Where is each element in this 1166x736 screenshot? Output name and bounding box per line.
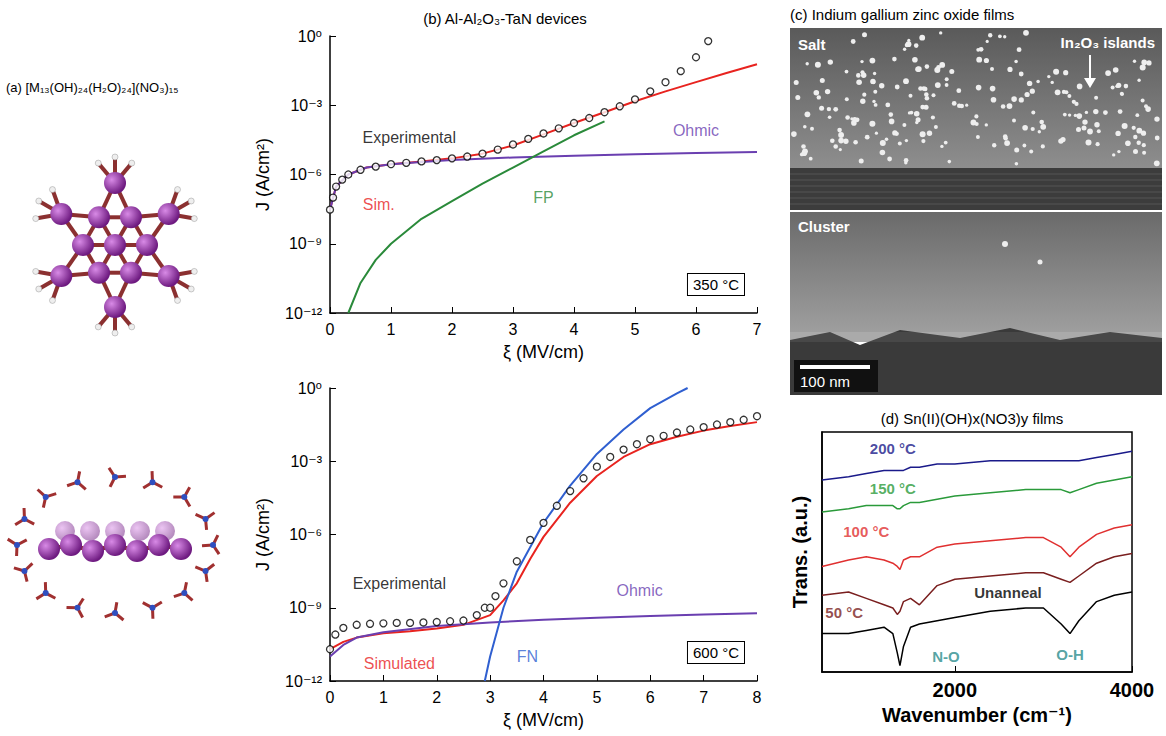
svg-text:FP: FP xyxy=(533,189,553,206)
svg-text:8: 8 xyxy=(753,689,762,706)
svg-text:O-H: O-H xyxy=(1056,646,1084,663)
svg-text:Sim.: Sim. xyxy=(363,196,395,213)
svg-text:200 °C: 200 °C xyxy=(870,440,916,457)
svg-text:Trans. (a.u.): Trans. (a.u.) xyxy=(789,496,811,608)
svg-text:100 nm: 100 nm xyxy=(800,373,850,390)
svg-text:6: 6 xyxy=(646,689,655,706)
svg-text:Experimental: Experimental xyxy=(363,129,456,146)
svg-text:FN: FN xyxy=(517,648,538,665)
svg-text:N-O: N-O xyxy=(932,648,960,665)
svg-text:Ohmic: Ohmic xyxy=(616,582,662,599)
svg-text:3: 3 xyxy=(486,689,495,706)
svg-text:Simulated: Simulated xyxy=(364,655,435,672)
svg-text:4: 4 xyxy=(570,321,579,338)
svg-text:1: 1 xyxy=(387,321,396,338)
svg-text:J (A/cm²): J (A/cm²) xyxy=(253,498,273,571)
svg-text:10⁻¹²: 10⁻¹² xyxy=(285,673,323,690)
svg-text:10⁻⁶: 10⁻⁶ xyxy=(289,166,322,183)
svg-text:7: 7 xyxy=(699,689,708,706)
svg-text:Wavenumber (cm⁻¹): Wavenumber (cm⁻¹) xyxy=(882,704,1072,726)
svg-text:(b) Al-Al₂O₃-TaN devices: (b) Al-Al₂O₃-TaN devices xyxy=(423,10,587,27)
svg-text:(a) [M₁₃(OH)₂₄(H₂O)₂₄](NO₃)₁₅: (a) [M₁₃(OH)₂₄(H₂O)₂₄](NO₃)₁₅ xyxy=(6,80,178,95)
svg-text:4000: 4000 xyxy=(1110,679,1155,701)
svg-text:J (A/cm²): J (A/cm²) xyxy=(253,138,273,211)
svg-text:Experimental: Experimental xyxy=(353,575,446,592)
svg-text:2000: 2000 xyxy=(933,679,978,701)
svg-text:10⁻⁶: 10⁻⁶ xyxy=(289,526,322,543)
svg-text:Cluster: Cluster xyxy=(798,218,850,235)
svg-text:10⁰: 10⁰ xyxy=(298,28,322,45)
svg-text:(c) Indium gallium zinc oxide: (c) Indium gallium zinc oxide films xyxy=(790,6,1014,23)
svg-text:350 °C: 350 °C xyxy=(693,276,739,293)
svg-text:1: 1 xyxy=(379,689,388,706)
svg-text:10⁰: 10⁰ xyxy=(298,380,322,397)
svg-text:Salt: Salt xyxy=(798,36,826,53)
svg-text:0: 0 xyxy=(326,321,335,338)
svg-text:10⁻³: 10⁻³ xyxy=(290,97,322,114)
svg-text:5: 5 xyxy=(631,321,640,338)
svg-text:10⁻⁹: 10⁻⁹ xyxy=(289,599,322,616)
svg-text:10⁻³: 10⁻³ xyxy=(290,453,322,470)
svg-text:2: 2 xyxy=(448,321,457,338)
svg-text:50 °C: 50 °C xyxy=(825,604,863,621)
svg-text:600 °C: 600 °C xyxy=(693,644,739,661)
svg-text:10⁻⁹: 10⁻⁹ xyxy=(289,235,322,252)
svg-text:In₂O₃ islands: In₂O₃ islands xyxy=(1061,34,1155,51)
svg-text:2: 2 xyxy=(432,689,441,706)
svg-text:ξ (MV/cm): ξ (MV/cm) xyxy=(503,342,584,362)
svg-text:6: 6 xyxy=(692,321,701,338)
svg-text:0: 0 xyxy=(326,689,335,706)
svg-text:10⁻¹²: 10⁻¹² xyxy=(285,305,323,322)
svg-text:Ohmic: Ohmic xyxy=(673,122,719,139)
svg-text:3: 3 xyxy=(509,321,518,338)
svg-text:5: 5 xyxy=(592,689,601,706)
svg-text:150 °C: 150 °C xyxy=(870,480,916,497)
svg-text:(d) Sn(II)(OH)x(NO3)y films: (d) Sn(II)(OH)x(NO3)y films xyxy=(881,410,1064,427)
svg-text:100 °C: 100 °C xyxy=(843,523,889,540)
svg-text:4: 4 xyxy=(539,689,548,706)
svg-text:ξ (MV/cm): ξ (MV/cm) xyxy=(503,710,584,730)
svg-text:Unanneal: Unanneal xyxy=(974,584,1042,601)
svg-text:7: 7 xyxy=(753,321,762,338)
